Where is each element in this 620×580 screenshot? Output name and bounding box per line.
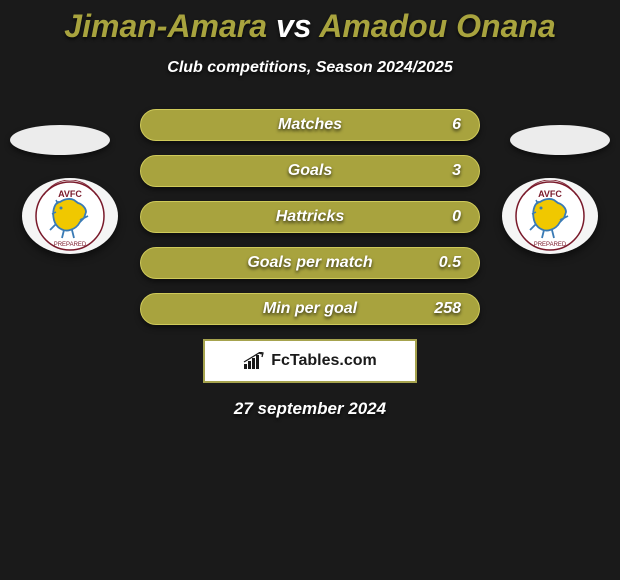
stat-value: 3 [452,162,461,180]
brand-box: FcTables.com [203,339,417,383]
title: Jiman-Amara vs Amadou Onana [0,0,620,45]
vs-text: vs [276,8,312,44]
stat-label: Matches [278,116,342,134]
stat-value: 0.5 [439,254,461,272]
player1-club-badge: AVFC PREPARED [22,178,118,254]
stat-row: Goals per match 0.5 [140,247,480,279]
stat-label: Goals per match [247,254,372,272]
player1-name: Jiman-Amara [64,8,267,44]
brand-text: FcTables.com [271,352,377,370]
stats-list: Matches 6 Goals 3 Hattricks 0 Goals per … [140,109,480,325]
subtitle: Club competitions, Season 2024/2025 [0,59,620,77]
stat-value: 0 [452,208,461,226]
player2-club-badge: AVFC PREPARED [502,178,598,254]
svg-text:PREPARED: PREPARED [534,242,567,248]
avfc-badge-icon: AVFC PREPARED [514,180,586,252]
bar-chart-icon [243,352,265,370]
svg-text:PREPARED: PREPARED [54,242,87,248]
stat-value: 258 [434,300,461,318]
stat-row: Matches 6 [140,109,480,141]
stat-label: Goals [288,162,332,180]
player1-photo-placeholder [10,125,110,155]
comparison-infographic: Jiman-Amara vs Amadou Onana Club competi… [0,0,620,580]
stat-row: Hattricks 0 [140,201,480,233]
date-text: 27 september 2024 [0,399,620,419]
stat-row: Min per goal 258 [140,293,480,325]
stat-label: Hattricks [276,208,344,226]
svg-text:AVFC: AVFC [538,189,562,199]
player2-photo-placeholder [510,125,610,155]
stat-value: 6 [452,116,461,134]
stat-label: Min per goal [263,300,357,318]
player2-name: Amadou Onana [319,8,555,44]
avfc-badge-icon: AVFC PREPARED [34,180,106,252]
svg-text:AVFC: AVFC [58,189,82,199]
stat-row: Goals 3 [140,155,480,187]
